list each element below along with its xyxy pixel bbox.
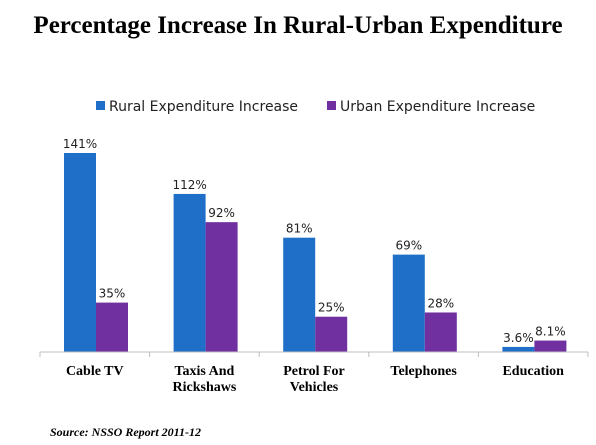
bar-urban [205,222,238,352]
bar-rural [502,346,535,352]
category-label: Cable TV [66,364,124,379]
category-label: Telephones [390,364,457,379]
source-note: Source: NSSO Report 2011-12 [50,425,202,439]
bars [64,153,567,352]
category-label: Education [502,364,564,379]
bar-value-label: 81% [286,222,313,236]
category-label: Petrol For Vehicles [283,364,345,395]
legend: Rural Expenditure Increase Urban Expendit… [96,99,535,115]
bar-urban [534,340,567,352]
bar-rural [283,237,316,352]
bar-rural [392,254,425,352]
bar-value-label: 25% [318,301,345,315]
bar-value-label: 35% [99,287,126,301]
bar-rural [173,193,206,352]
legend-label-urban: Urban Expenditure Increase [340,99,535,115]
bar-urban [315,316,348,352]
bar-value-label: 8.1% [535,325,566,339]
bar-value-label: 28% [427,296,454,310]
legend-label-rural: Rural Expenditure Increase [109,99,298,115]
bar-urban [96,302,128,352]
bar-rural [64,153,96,352]
data-labels: 141% 35% 112%92% 81% 25% 69% 28% 3.6% 8.1% [63,137,566,345]
legend-swatch-rural [96,101,105,110]
legend-swatch-urban [327,101,336,110]
bar-value-label: 92% [208,206,235,220]
bar-value-label: 69% [395,239,422,253]
chart-title: Percentage Increase In Rural-Urban Expen… [33,12,563,39]
bar-value-label: 141% [63,137,97,151]
bar-value-label: 112% [172,178,206,192]
bar-urban [424,312,457,352]
bar-value-label: 3.6% [503,331,534,345]
category-label: Taxis And Rickshaws [173,364,237,395]
x-axis: Cable TV Taxis And Rickshaws Petrol For Vehi… [39,351,589,395]
